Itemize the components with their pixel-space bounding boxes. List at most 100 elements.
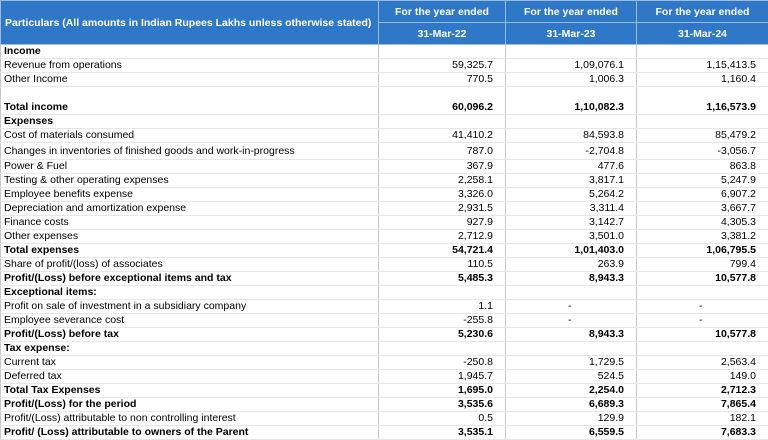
row-label: Profit/(Loss) for the period — [1, 398, 379, 412]
cell-value: 3,535.6 — [379, 398, 506, 412]
cell-value: -2,704.8 — [506, 143, 637, 160]
particulars-header: Particulars (All amounts in Indian Rupee… — [1, 1, 379, 45]
row-label: Current tax — [1, 356, 379, 370]
cell-value: 2,712.9 — [379, 230, 506, 244]
row-label: Exceptional items: — [1, 286, 379, 300]
cell-value: 1,160.4 — [637, 73, 768, 87]
cell-value: 110.5 — [379, 258, 506, 272]
table-row: Profit/(Loss) before exceptional items a… — [1, 272, 768, 286]
cell-value: 129.9 — [506, 412, 637, 426]
cell-value: 263.9 — [506, 258, 637, 272]
row-label: Profit on sale of investment in a subsid… — [1, 300, 379, 314]
cell-value: 5,230.6 — [379, 328, 506, 342]
empty-cell — [379, 342, 506, 356]
header-row: Particulars (All amounts in Indian Rupee… — [1, 1, 768, 23]
cell-value: 3,326.0 — [379, 188, 506, 202]
cell-value: 7,683.3 — [637, 426, 768, 440]
empty-cell — [379, 45, 506, 59]
row-label: Revenue from operations — [1, 59, 379, 73]
table-row: Exceptional items: — [1, 286, 768, 300]
row-label: Share of profit/(loss) of associates — [1, 258, 379, 272]
cell-value: 1,09,076.1 — [506, 59, 637, 73]
cell-value: -3,056.7 — [637, 143, 768, 160]
cell-value: 927.9 — [379, 216, 506, 230]
cell-value: 6,907.2 — [637, 188, 768, 202]
table-row: Profit/ (Loss) attributable to owners of… — [1, 426, 768, 440]
column-date: 31-Mar-22 — [379, 23, 506, 45]
cell-value: -255.8 — [379, 314, 506, 328]
cell-value: 5,264.2 — [506, 188, 637, 202]
cell-value: 3,667.7 — [637, 202, 768, 216]
column-title: For the year ended — [506, 1, 637, 23]
table-row: Changes in inventories of finished goods… — [1, 143, 768, 160]
empty-cell — [506, 45, 637, 59]
cell-value: 524.5 — [506, 370, 637, 384]
column-title: For the year ended — [379, 1, 506, 23]
cell-value: 2,254.0 — [506, 384, 637, 398]
cell-value: - — [506, 300, 637, 314]
cell-value: 41,410.2 — [379, 129, 506, 143]
column-date: 31-Mar-23 — [506, 23, 637, 45]
row-label: Changes in inventories of finished goods… — [1, 143, 379, 160]
cell-value: 10,577.8 — [637, 328, 768, 342]
cell-value: - — [637, 300, 768, 314]
cell-value: 1,945.7 — [379, 370, 506, 384]
cell-value: 2,563.4 — [637, 356, 768, 370]
cell-value: 5,485.3 — [379, 272, 506, 286]
cell-value: 1,06,795.5 — [637, 244, 768, 258]
table-row: Profit on sale of investment in a subsid… — [1, 300, 768, 314]
row-label: Total expenses — [1, 244, 379, 258]
row-label: Testing & other operating expenses — [1, 174, 379, 188]
cell-value: 367.9 — [379, 160, 506, 174]
row-label: Total Tax Expenses — [1, 384, 379, 398]
cell-value: 59,325.7 — [379, 59, 506, 73]
row-label: Tax expense: — [1, 342, 379, 356]
cell-value: 6,559.5 — [506, 426, 637, 440]
cell-value: 60,096.2 — [379, 87, 506, 115]
cell-value: 3,535.1 — [379, 426, 506, 440]
cell-value: 2,931.5 — [379, 202, 506, 216]
cell-value: 3,311.4 — [506, 202, 637, 216]
row-label: Employee severance cost — [1, 314, 379, 328]
cell-value: 1,729.5 — [506, 356, 637, 370]
cell-value: 0.5 — [379, 412, 506, 426]
empty-cell — [637, 115, 768, 129]
row-label: Profit/(Loss) before tax — [1, 328, 379, 342]
cell-value: 2,712.3 — [637, 384, 768, 398]
cell-value: 6,689.3 — [506, 398, 637, 412]
row-label: Income — [1, 45, 379, 59]
empty-cell — [637, 45, 768, 59]
cell-value: 770.5 — [379, 73, 506, 87]
cell-value: -250.8 — [379, 356, 506, 370]
cell-value: 5,247.9 — [637, 174, 768, 188]
cell-value: 182.1 — [637, 412, 768, 426]
cell-value: 4,305.3 — [637, 216, 768, 230]
cell-value: - — [637, 314, 768, 328]
cell-value: 799.4 — [637, 258, 768, 272]
row-label: Total income — [1, 87, 379, 115]
cell-value: 1,01,403.0 — [506, 244, 637, 258]
cell-value: 863.8 — [637, 160, 768, 174]
row-label: Profit/(Loss) attributable to non contro… — [1, 412, 379, 426]
row-label: Finance costs — [1, 216, 379, 230]
column-title: For the year ended — [637, 1, 768, 23]
table-row: Tax expense: — [1, 342, 768, 356]
empty-cell — [506, 286, 637, 300]
row-label: Other Income — [1, 73, 379, 87]
empty-cell — [637, 342, 768, 356]
cell-value: 1,695.0 — [379, 384, 506, 398]
